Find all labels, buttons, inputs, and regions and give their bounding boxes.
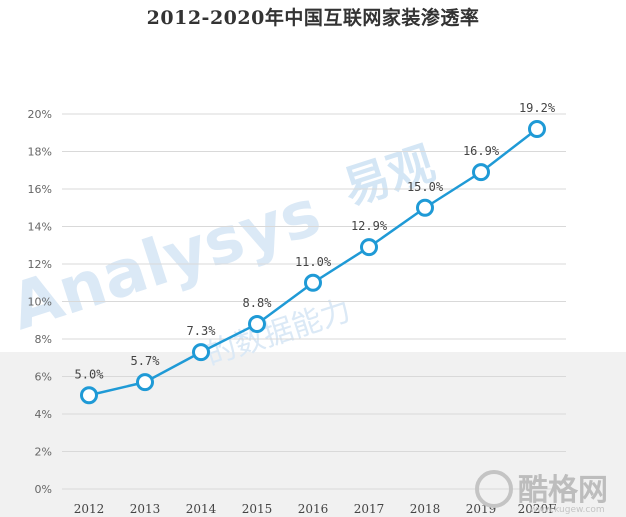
y-tick-label: 16% bbox=[28, 183, 52, 196]
data-labels: 5.0% 5.7% 7.3% 8.8% 11.0% 12.9% 15.0% 16.9% 19.2… bbox=[75, 101, 556, 381]
data-point bbox=[136, 373, 154, 392]
y-tick-label: 2% bbox=[35, 446, 52, 459]
corner-logo-text: 酷格网 bbox=[518, 473, 608, 508]
watermark-layer: Analysys 易观 的数据能力 bbox=[2, 136, 441, 373]
corner-logo-icon bbox=[475, 470, 513, 508]
data-point bbox=[248, 315, 266, 333]
data-label: 19.2% bbox=[519, 101, 556, 115]
data-point bbox=[528, 120, 546, 138]
y-tick-label: 14% bbox=[28, 221, 52, 234]
y-tick-label: 0% bbox=[35, 483, 52, 496]
x-axis-ticks: 2012 2013 2014 2015 2016 2017 2018 2019 2020F bbox=[74, 502, 557, 516]
slogan-watermark: 的数据能力 bbox=[202, 293, 355, 373]
data-label: 15.0% bbox=[407, 180, 444, 194]
y-tick-label: 6% bbox=[35, 371, 52, 384]
y-tick-label: 20% bbox=[28, 108, 52, 121]
data-point bbox=[192, 343, 210, 362]
x-tick-label: 2015 bbox=[242, 502, 273, 516]
y-tick-label: 12% bbox=[28, 258, 52, 271]
gridlines bbox=[62, 113, 566, 490]
data-label: 7.3% bbox=[187, 324, 217, 338]
x-tick-label: 2018 bbox=[410, 502, 441, 516]
data-label: 8.8% bbox=[243, 296, 273, 310]
data-point bbox=[472, 163, 490, 182]
x-tick-label: 2020F bbox=[518, 502, 557, 516]
y-tick-label: 4% bbox=[35, 408, 52, 421]
data-label: 11.0% bbox=[295, 255, 332, 269]
x-tick-label: 2016 bbox=[298, 502, 329, 516]
data-markers bbox=[80, 120, 546, 405]
chart-title: 2012-2020年中国互联网家装渗透率 bbox=[146, 7, 480, 29]
data-label: 16.9% bbox=[463, 144, 500, 158]
corner-logo-url: www.kugew.com bbox=[530, 505, 605, 515]
x-tick-label: 2012 bbox=[74, 502, 105, 516]
data-point bbox=[416, 198, 434, 217]
corner-watermark: 酷格网 www.kugew.com bbox=[475, 470, 608, 515]
data-label: 5.7% bbox=[131, 354, 161, 368]
y-tick-label: 10% bbox=[28, 296, 52, 309]
data-label: 5.0% bbox=[75, 367, 105, 381]
data-point bbox=[360, 238, 378, 257]
data-point bbox=[80, 386, 98, 405]
y-axis-ticks: 0% 2% 4% 6% 8% 10% 12% 14% 16% 18% 20% bbox=[28, 108, 52, 496]
x-tick-label: 2014 bbox=[186, 502, 217, 516]
x-tick-label: 2013 bbox=[130, 502, 161, 516]
data-point bbox=[304, 273, 322, 292]
y-tick-label: 8% bbox=[35, 333, 52, 346]
x-tick-label: 2017 bbox=[354, 502, 385, 516]
y-tick-label: 18% bbox=[28, 146, 52, 159]
data-label: 12.9% bbox=[351, 219, 388, 233]
